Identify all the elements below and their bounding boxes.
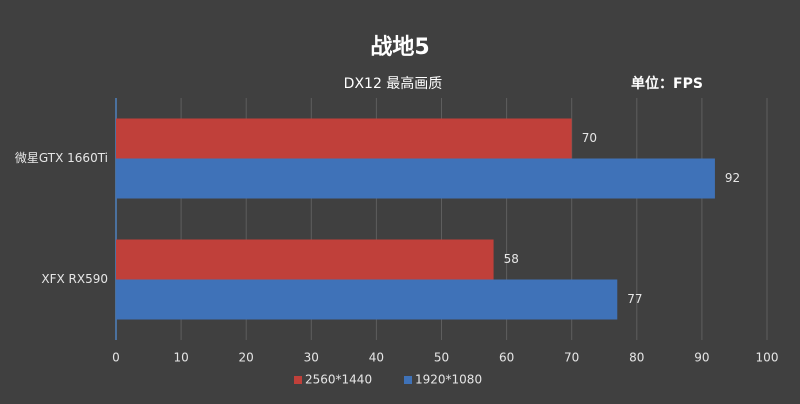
x-tick-label: 40 [369, 351, 384, 365]
value-label: 92 [725, 171, 740, 185]
bar [116, 279, 618, 320]
x-tick-label: 80 [629, 351, 644, 365]
x-tick-label: 30 [304, 351, 319, 365]
y-tick-label: XFX RX590 [41, 272, 108, 286]
value-label: 70 [582, 131, 597, 145]
chart-subtitle: DX12 最高画质 [344, 75, 443, 92]
chart-title: 战地5 [370, 35, 429, 60]
x-tick-label: 20 [239, 351, 254, 365]
bar [116, 158, 715, 199]
x-tick-label: 50 [434, 351, 449, 365]
bar [116, 239, 494, 280]
value-label: 58 [504, 252, 519, 266]
x-tick-label: 100 [756, 351, 779, 365]
x-tick-label: 70 [564, 351, 579, 365]
x-tick-label: 90 [694, 351, 709, 365]
x-tick-label: 10 [173, 351, 188, 365]
legend-label: 1920*1080 [415, 373, 482, 387]
x-tick-label: 60 [499, 351, 514, 365]
unit-label: 单位：FPS [631, 75, 703, 92]
y-tick-label: 微星GTX 1660Ti [15, 151, 108, 165]
x-tick-label: 0 [112, 351, 120, 365]
legend-swatch [404, 376, 412, 384]
legend-label: 2560*1440 [305, 373, 372, 387]
legend-swatch [294, 376, 302, 384]
bar [116, 118, 572, 159]
value-label: 77 [627, 292, 642, 306]
